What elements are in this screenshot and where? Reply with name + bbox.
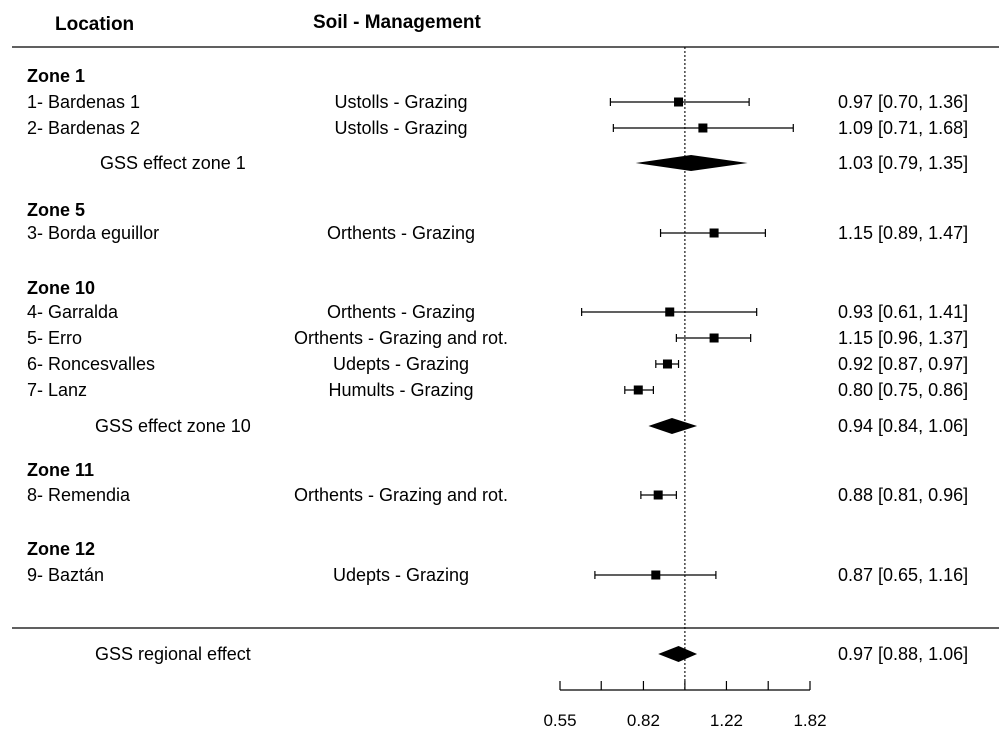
study-label: 7- Lanz <box>27 380 87 400</box>
soil-management-label: Udepts - Grazing <box>333 565 469 585</box>
estimate-text: 1.03 [0.79, 1.35] <box>838 153 968 173</box>
zone-heading: Zone 1 <box>27 66 85 86</box>
summary-effect-diamond <box>635 155 748 171</box>
summary-effect-label: GSS effect zone 10 <box>95 416 251 436</box>
point-estimate <box>674 97 684 107</box>
zone-heading: Zone 12 <box>27 539 95 559</box>
summary-effect-diamond <box>648 418 698 434</box>
study-label: 3- Borda eguillor <box>27 223 159 243</box>
study-label: 8- Remendia <box>27 485 131 505</box>
estimate-text: 0.80 [0.75, 0.86] <box>838 380 968 400</box>
soil-management-label: Orthents - Grazing and rot. <box>294 328 508 348</box>
x-axis-tick-label: 0.55 <box>543 711 576 729</box>
point-estimate <box>633 385 643 395</box>
soil-management-label: Ustolls - Grazing <box>334 118 467 138</box>
header-location: Location <box>55 14 134 35</box>
study-label: 5- Erro <box>27 328 82 348</box>
point-estimate <box>662 359 672 369</box>
estimate-text: 0.94 [0.84, 1.06] <box>838 416 968 436</box>
estimate-text: 1.09 [0.71, 1.68] <box>838 118 968 138</box>
point-estimate <box>698 123 708 133</box>
point-estimate <box>651 570 661 580</box>
soil-management-label: Orthents - Grazing <box>327 223 475 243</box>
study-label: 6- Roncesvalles <box>27 354 155 374</box>
study-label: 4- Garralda <box>27 302 119 322</box>
x-axis-tick-label: 1.82 <box>793 711 826 729</box>
overall-effect-label: GSS regional effect <box>95 644 251 664</box>
point-estimate <box>653 490 663 500</box>
estimate-text: 1.15 [0.89, 1.47] <box>838 223 968 243</box>
estimate-text: 0.97 [0.70, 1.36] <box>838 92 968 112</box>
estimate-text: 0.92 [0.87, 0.97] <box>838 354 968 374</box>
estimate-text: 0.87 [0.65, 1.16] <box>838 565 968 585</box>
study-label: 2- Bardenas 2 <box>27 118 140 138</box>
estimate-text: 0.88 [0.81, 0.96] <box>838 485 968 505</box>
summary-effect-label: GSS effect zone 1 <box>100 153 246 173</box>
point-estimate <box>709 228 719 238</box>
study-label: 9- Baztán <box>27 565 104 585</box>
study-label: 1- Bardenas 1 <box>27 92 140 112</box>
header-soil-management: Soil - Management <box>313 12 482 33</box>
estimate-text: 0.93 [0.61, 1.41] <box>838 302 968 322</box>
soil-management-label: Humults - Grazing <box>328 380 473 400</box>
estimate-text: 0.97 [0.88, 1.06] <box>838 644 968 664</box>
soil-management-label: Ustolls - Grazing <box>334 92 467 112</box>
x-axis-tick-label: 0.82 <box>627 711 660 729</box>
zone-heading: Zone 11 <box>27 460 94 480</box>
overall-effect-diamond <box>658 646 698 662</box>
estimate-text: 1.15 [0.96, 1.37] <box>838 328 968 348</box>
point-estimate <box>665 307 675 317</box>
point-estimate <box>709 333 719 343</box>
zone-heading: Zone 10 <box>27 278 95 298</box>
soil-management-label: Udepts - Grazing <box>333 354 469 374</box>
zone-heading: Zone 5 <box>27 200 85 220</box>
x-axis-tick-label: 1.22 <box>710 711 743 729</box>
soil-management-label: Orthents - Grazing and rot. <box>294 485 508 505</box>
soil-management-label: Orthents - Grazing <box>327 302 475 322</box>
